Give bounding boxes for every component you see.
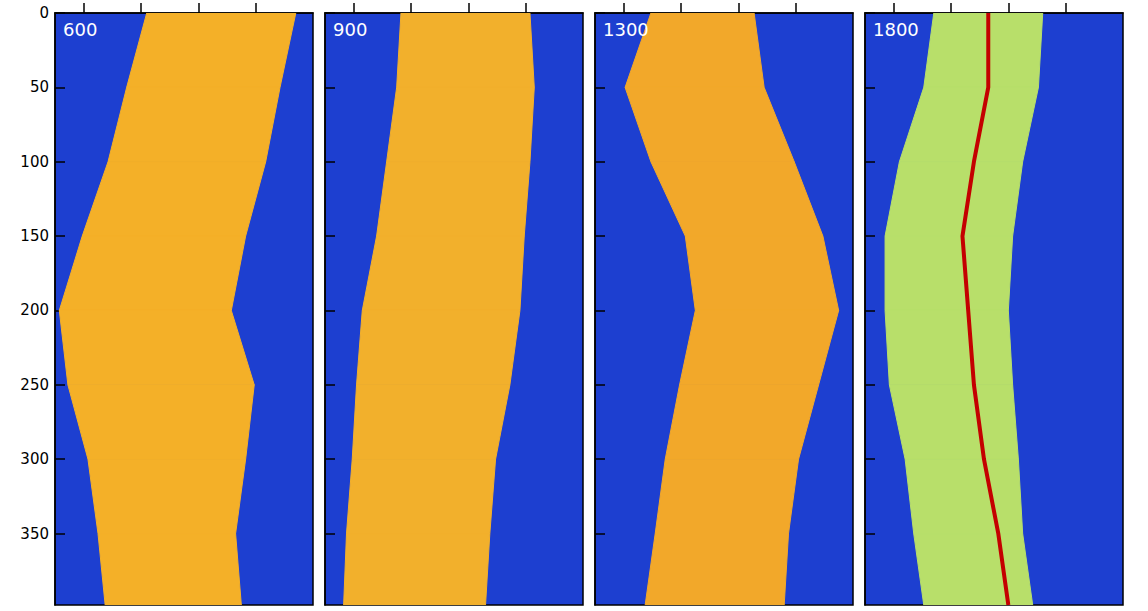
svg-text:100: 100 <box>20 153 49 171</box>
svg-text:350: 350 <box>20 525 49 543</box>
svg-text:1800: 1800 <box>873 19 919 40</box>
svg-text:50: 50 <box>30 78 49 96</box>
svg-text:300: 300 <box>20 450 49 468</box>
svg-text:0: 0 <box>39 4 49 22</box>
svg-text:600: 600 <box>63 19 97 40</box>
svg-text:1300: 1300 <box>603 19 649 40</box>
svg-text:900: 900 <box>333 19 367 40</box>
svg-text:150: 150 <box>20 227 49 245</box>
svg-text:250: 250 <box>20 376 49 394</box>
svg-text:200: 200 <box>20 301 49 319</box>
